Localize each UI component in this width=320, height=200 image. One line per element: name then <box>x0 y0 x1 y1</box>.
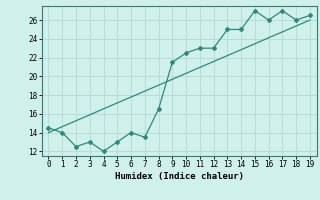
X-axis label: Humidex (Indice chaleur): Humidex (Indice chaleur) <box>115 172 244 181</box>
